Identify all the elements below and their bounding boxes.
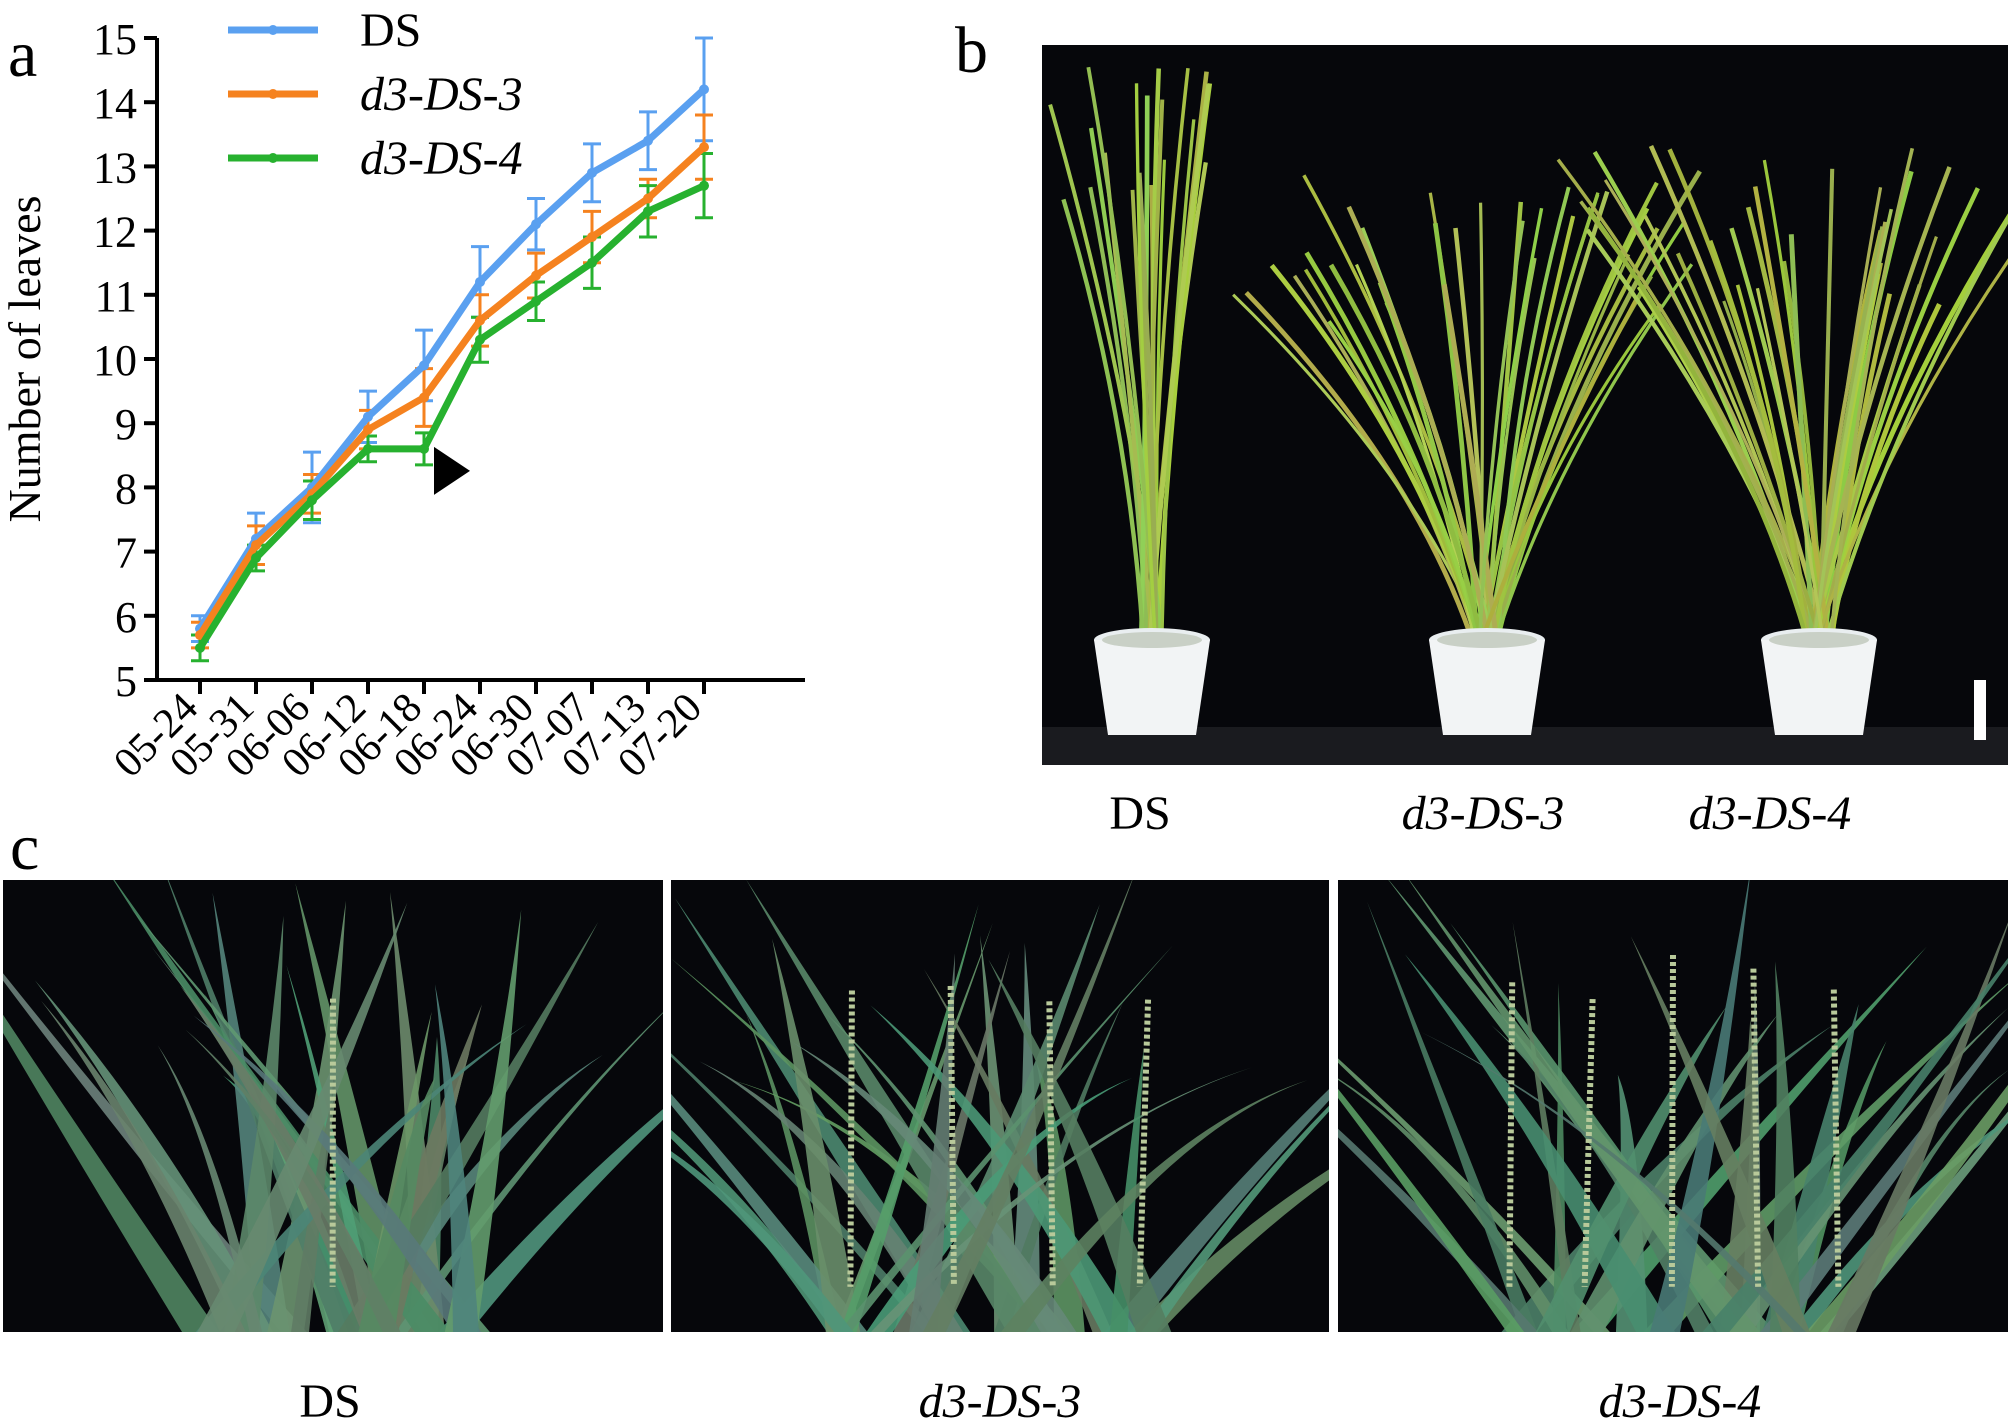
data-point-d3-DS-4 <box>699 181 709 191</box>
rice-plant <box>1558 146 2008 655</box>
data-point-d3-DS-4 <box>251 553 261 563</box>
data-point-d3-DS-4 <box>475 335 485 345</box>
y-axis-title: Number of leaves <box>0 196 50 523</box>
data-point-d3-DS-4 <box>307 495 317 505</box>
scale-bar <box>1974 680 1986 740</box>
data-point-d3-DS-3 <box>643 194 653 204</box>
panel-b-caption-ds: DS <box>940 790 1340 838</box>
data-point-d3-DS-3 <box>531 271 541 281</box>
closeup-photo-d3-ds-4 <box>1338 880 2008 1332</box>
data-point-d3-DS-4 <box>195 643 205 653</box>
legend-label: DS <box>360 4 421 57</box>
rice-plant <box>1233 171 1700 655</box>
data-point-DS <box>587 168 597 178</box>
panel-b-label: b <box>955 18 988 84</box>
triangle-arrow-icon <box>434 447 470 495</box>
data-point-d3-DS-3 <box>475 315 485 325</box>
panel-b-caption-d3-ds-4: d3-DS-4 <box>1570 790 1970 838</box>
data-point-d3-DS-3 <box>587 232 597 242</box>
data-point-d3-DS-4 <box>531 296 541 306</box>
panel-c-caption-d3-ds-3: d3-DS-3 <box>800 1378 1200 1426</box>
data-point-DS <box>475 277 485 287</box>
data-point-d3-DS-4 <box>363 444 373 454</box>
y-tick-label: 7 <box>115 529 137 578</box>
legend-label: d3-DS-3 <box>360 68 523 121</box>
legend-label: d3-DS-4 <box>360 132 523 185</box>
y-tick-label: 13 <box>93 143 137 192</box>
data-point-DS <box>531 219 541 229</box>
data-point-d3-DS-4 <box>419 444 429 454</box>
y-tick-label: 14 <box>93 79 137 128</box>
y-tick-label: 9 <box>115 400 137 449</box>
closeup-photo-ds <box>3 880 663 1332</box>
data-point-d3-DS-4 <box>643 206 653 216</box>
plant-pot <box>1094 628 1210 735</box>
rice-plant <box>1050 67 1210 655</box>
y-tick-label: 11 <box>95 272 137 321</box>
data-point-DS <box>419 360 429 370</box>
panel-c-caption-d3-ds-4: d3-DS-4 <box>1480 1378 1880 1426</box>
y-tick-label: 5 <box>115 657 137 706</box>
plant-pot <box>1429 628 1545 735</box>
y-tick-label: 6 <box>115 593 137 642</box>
closeup-photo-d3-ds-3 <box>671 880 1329 1332</box>
data-point-d3-DS-4 <box>587 258 597 268</box>
data-point-d3-DS-3 <box>419 393 429 403</box>
y-tick-label: 8 <box>115 464 137 513</box>
legend-entry-DS: DS <box>228 4 421 57</box>
leaf-count-line-chart: 5678910111213141505-2405-3106-0606-1206-… <box>0 0 860 850</box>
rice-leaves <box>671 880 1329 1332</box>
y-tick-label: 12 <box>93 208 137 257</box>
data-point-d3-DS-3 <box>251 540 261 550</box>
data-point-d3-DS-3 <box>699 142 709 152</box>
series-line-d3-DS-4 <box>200 186 704 648</box>
legend-entry-d3-DS-3: d3-DS-3 <box>228 68 523 121</box>
data-point-DS <box>363 412 373 422</box>
y-tick-label: 15 <box>93 15 137 64</box>
y-tick-label: 10 <box>93 336 137 385</box>
data-point-d3-DS-3 <box>363 425 373 435</box>
data-point-DS <box>699 84 709 94</box>
panel-c-caption-ds: DS <box>130 1378 530 1426</box>
plant-pot <box>1761 628 1877 735</box>
legend-entry-d3-DS-4: d3-DS-4 <box>228 132 523 185</box>
data-point-DS <box>643 136 653 146</box>
whole-plant-photo <box>1042 45 2008 765</box>
